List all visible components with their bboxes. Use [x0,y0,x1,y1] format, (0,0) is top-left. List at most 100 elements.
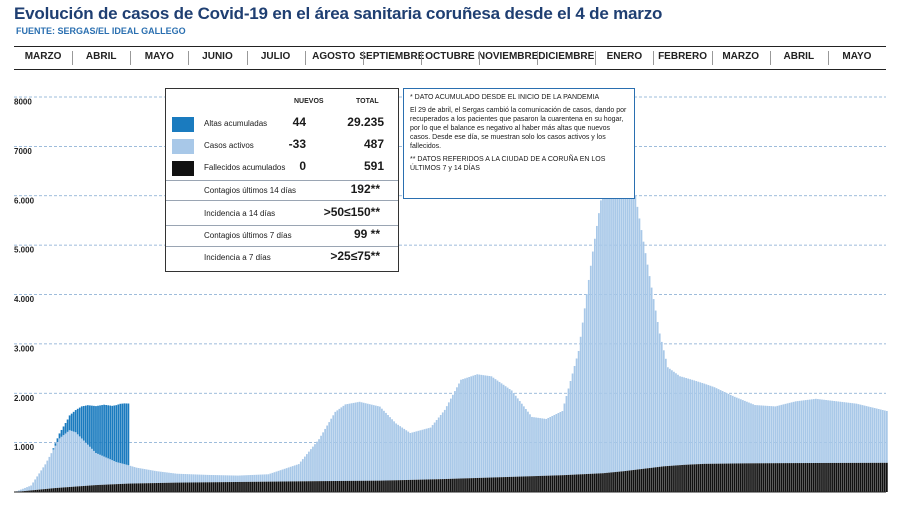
bar-activos [699,382,702,465]
bar-fallecidos [841,462,844,492]
bar-activos [827,400,829,463]
bar-fallecidos [877,462,880,492]
bar-fallecidos [125,483,128,492]
bar-activos [70,430,73,487]
bar-activos [504,386,507,478]
bar-activos [675,373,677,466]
bar-fallecidos [439,479,442,492]
bar-activos [851,403,854,463]
bar-fallecidos [695,464,698,492]
legend-row-activos: Casos activos -33 487 [166,137,398,157]
bar-activos [407,431,410,480]
bar-altas [123,403,126,465]
bar-altas [62,426,65,436]
bar-activos [409,432,412,480]
bar-fallecidos [693,464,696,492]
bar-activos [226,475,229,483]
bar-activos [529,414,531,477]
bar-activos [543,418,546,476]
bar-activos [707,385,710,464]
bar-activos [800,400,803,464]
bar-activos [689,379,692,465]
bar-fallecidos [450,478,452,492]
bar-fallecidos [654,467,657,492]
bar-fallecidos [143,483,146,492]
month-separator [653,51,655,65]
chart-title: Evolución de casos de Covid-19 en el áre… [14,4,663,23]
bar-activos [36,476,39,490]
bar-fallecidos [82,485,85,492]
bar-altas [109,405,112,460]
bar-fallecidos [883,462,886,492]
bar-activos [383,410,385,481]
bar-activos [817,399,819,463]
bar-fallecidos [137,483,140,492]
bar-activos [833,400,835,463]
bar-fallecidos [293,481,296,492]
bar-activos [563,403,566,476]
bar-fallecidos [107,484,110,492]
bar-fallecidos [28,490,30,492]
bar-fallecidos [825,462,827,492]
bar-fallecidos [403,480,406,492]
bar-fallecidos [429,479,432,492]
bar-activos [121,463,124,484]
bar-fallecidos [372,480,375,492]
bar-fallecidos [796,463,799,492]
bar-activos [395,423,397,481]
bar-fallecidos [58,487,61,492]
bar-activos [750,403,752,464]
bar-fallecidos [235,482,237,492]
bar-activos [435,420,438,480]
bar-activos [855,403,858,463]
bar-activos [482,375,485,478]
bar-activos [847,402,850,463]
bar-activos [123,464,126,484]
bar-activos [520,403,523,477]
legend-row-altas: Altas acumuladas 44 29.235 [166,115,398,135]
bar-fallecidos [370,480,373,492]
bar-activos [275,471,278,482]
bar-activos [50,453,53,489]
bar-activos [512,393,515,477]
metric-label: Contagios últimos 7 días [204,231,292,240]
legend-label: Altas acumuladas [204,119,268,128]
bar-activos [228,475,231,483]
bar-fallecidos [362,480,365,492]
bar-fallecidos [559,475,562,492]
bar-activos [95,452,97,486]
bar-fallecidos [502,477,505,492]
bar-activos [821,399,823,463]
bar-activos [762,405,765,464]
bar-activos [56,442,59,488]
bar-activos [746,401,748,464]
bar-fallecidos [725,463,728,492]
bar-activos [421,429,424,480]
bar-fallecidos [253,481,256,492]
bar-activos [376,406,379,481]
bar-activos [725,392,728,464]
bar-activos [251,474,253,482]
bar-fallecidos [40,489,43,492]
bar-fallecidos [182,482,185,492]
bar-activos [450,398,452,479]
bar-fallecidos [34,490,37,492]
bar-activos [340,407,343,481]
bar-activos [162,471,164,483]
bar-activos [397,424,399,481]
bar-fallecidos [476,477,479,492]
bar-activos [273,472,276,482]
bar-fallecidos [271,481,274,492]
bar-fallecidos [147,483,150,492]
month-separator [711,51,713,65]
bar-fallecidos [54,488,57,492]
bar-fallecidos [74,486,77,492]
bar-altas [103,404,105,457]
bar-activos [356,402,359,481]
bar-activos [602,187,604,474]
bar-activos [514,395,517,477]
bar-activos [174,473,176,483]
bar-fallecidos [739,463,742,492]
bar-fallecidos [752,463,754,492]
bar-fallecidos [666,466,669,492]
